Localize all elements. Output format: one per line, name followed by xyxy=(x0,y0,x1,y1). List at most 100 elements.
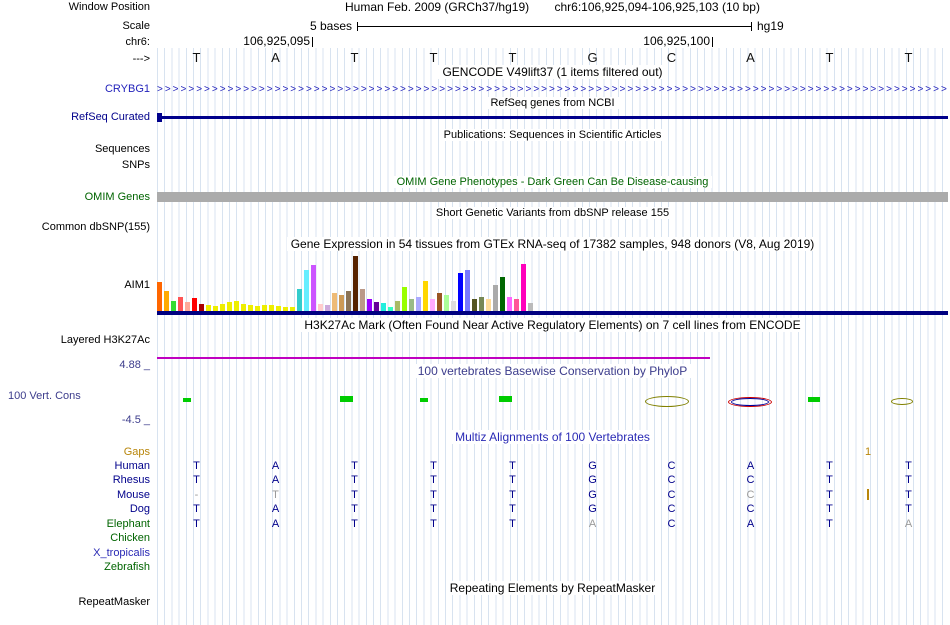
refseq-gene-bar[interactable] xyxy=(157,116,948,119)
coordinate-tick xyxy=(312,37,313,47)
gencode-track-title: GENCODE V49lift37 (1 items filtered out) xyxy=(157,65,948,79)
gtex-tissue-bar xyxy=(255,306,260,311)
alignment-gap-tick xyxy=(867,489,869,500)
gtex-tissue-bar xyxy=(192,298,197,311)
species-label-mouse[interactable]: Mouse xyxy=(116,489,150,501)
base-letter: T xyxy=(905,489,912,501)
sequences-label[interactable]: Sequences xyxy=(94,143,150,155)
refseq-track-title: RefSeq genes from NCBI xyxy=(157,97,948,110)
species-label-dog[interactable]: Dog xyxy=(129,503,150,515)
base-letter: T xyxy=(193,518,200,530)
base-letter: T xyxy=(430,460,437,472)
base-letter: T xyxy=(826,503,833,515)
gaps-label[interactable]: Gaps xyxy=(123,446,150,458)
gene-arrow-line[interactable]: >>>>>>>>>>>>>>>>>>>>>>>>>>>>>>>>>>>>>>>>… xyxy=(157,84,948,95)
dbsnp-track-title: Short Genetic Variants from dbSNP releas… xyxy=(157,207,948,220)
base-letter: A xyxy=(271,50,280,65)
base-letter: T xyxy=(509,460,516,472)
gtex-tissue-bar xyxy=(423,281,428,311)
scale-label: Scale xyxy=(122,20,150,32)
species-label-x-tropicalis[interactable]: X_tropicalis xyxy=(93,547,150,559)
track-title-text: Gene Expression in 54 tissues from GTEx … xyxy=(286,237,819,251)
conservation-track[interactable] xyxy=(157,378,948,424)
species-label-elephant[interactable]: Elephant xyxy=(106,518,150,530)
gtex-tissue-bar xyxy=(388,307,393,311)
gtex-tissue-bar xyxy=(171,301,176,311)
base-letter: A xyxy=(746,518,755,530)
gtex-tissue-bar xyxy=(234,301,239,311)
h3k27ac-label[interactable]: Layered H3K27Ac xyxy=(60,334,150,346)
species-label-zebrafish[interactable]: Zebrafish xyxy=(104,561,150,573)
base-letter: A xyxy=(588,518,597,530)
gtex-tissue-bar xyxy=(472,299,477,311)
gtex-baseline xyxy=(157,311,948,315)
gtex-track-title: Gene Expression in 54 tissues from GTEx … xyxy=(157,237,948,251)
track-title-text: Repeating Elements by RepeatMasker xyxy=(445,581,660,595)
gtex-tissue-bar xyxy=(458,273,463,311)
base-letter: C xyxy=(667,489,676,501)
refseq-curated-label[interactable]: RefSeq Curated xyxy=(71,111,150,123)
snps-label[interactable]: SNPs xyxy=(121,159,150,171)
position-range: chr6:106,925,094-106,925,103 (10 bp) xyxy=(550,0,764,14)
base-letter: A xyxy=(271,474,280,486)
base-letter: T xyxy=(508,50,517,65)
base-letter: A xyxy=(746,50,755,65)
gtex-tissue-bar xyxy=(262,305,267,311)
species-label-human[interactable]: Human xyxy=(114,460,150,472)
gtex-tissue-bar xyxy=(241,304,246,311)
gtex-tissue-bar xyxy=(465,270,470,311)
base-letter: C xyxy=(746,503,755,515)
base-letter: A xyxy=(746,460,755,472)
dbsnp-label[interactable]: Common dbSNP(155) xyxy=(41,221,150,233)
gtex-tissue-bar xyxy=(248,305,253,311)
track-title-text: Short Genetic Variants from dbSNP releas… xyxy=(431,207,674,219)
gtex-tissue-bar xyxy=(283,307,288,311)
base-letter: T xyxy=(193,460,200,472)
gtex-tissue-bar xyxy=(311,265,316,311)
gtex-tissue-bar xyxy=(318,304,323,311)
gtex-tissue-bar xyxy=(213,306,218,311)
base-letter: T xyxy=(904,50,913,65)
repeatmasker-track-title: Repeating Elements by RepeatMasker xyxy=(157,581,948,595)
gtex-tissue-bar xyxy=(493,285,498,311)
base-letter: A xyxy=(271,460,280,472)
conservation-bar xyxy=(340,396,353,402)
gtex-tissue-bar xyxy=(297,289,302,311)
base-letter: T xyxy=(905,460,912,472)
base-letter: G xyxy=(588,503,597,515)
gtex-gene-label[interactable]: AIM1 xyxy=(124,279,150,291)
gtex-bars[interactable] xyxy=(157,255,535,311)
base-letter: G xyxy=(588,474,597,486)
conservation-loop xyxy=(731,398,769,406)
base-position-guidelines xyxy=(157,48,948,625)
base-letter: T xyxy=(826,460,833,472)
omim-gene-bar[interactable] xyxy=(157,192,948,202)
track-title-text: Multiz Alignments of 100 Vertebrates xyxy=(451,430,654,444)
omim-genes-label[interactable]: OMIM Genes xyxy=(84,191,150,203)
gtex-tissue-bar xyxy=(528,303,533,311)
gtex-tissue-bar xyxy=(164,291,169,311)
species-label-chicken[interactable]: Chicken xyxy=(110,532,150,544)
chrom-label: chr6: xyxy=(125,36,150,48)
base-letter: T xyxy=(430,503,437,515)
gene-label-crybg1[interactable]: CRYBG1 xyxy=(104,83,150,95)
species-label-rhesus[interactable]: Rhesus xyxy=(112,474,150,486)
gtex-tissue-bar xyxy=(402,287,407,311)
h3k27ac-signal-line[interactable] xyxy=(157,357,710,359)
base-letter: G xyxy=(588,489,597,501)
base-letter: A xyxy=(271,518,280,530)
base-letter: C xyxy=(667,518,676,530)
gtex-tissue-bar xyxy=(325,305,330,311)
base-letter: T xyxy=(351,474,358,486)
h3k27ac-track-title: H3K27Ac Mark (Often Found Near Active Re… xyxy=(157,318,948,332)
cons-label[interactable]: 100 Vert. Cons xyxy=(8,390,81,402)
coordinate-right: 106,925,100 xyxy=(643,34,710,48)
repeatmasker-label[interactable]: RepeatMasker xyxy=(78,596,150,608)
gtex-tissue-bar xyxy=(185,302,190,311)
